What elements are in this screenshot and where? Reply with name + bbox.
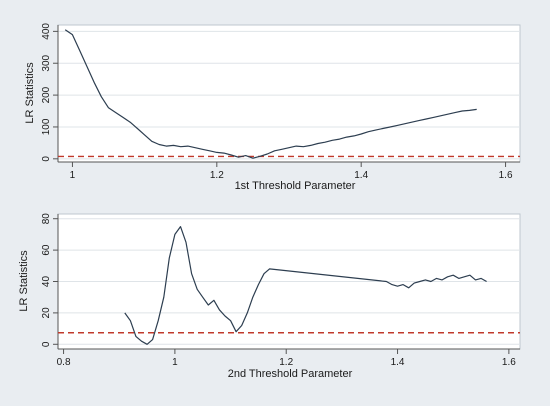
x-ticks-top: 1 1.2 1.4 1.6 xyxy=(70,162,513,181)
x-tick-label-top-0: 1 xyxy=(70,170,76,181)
x-tick-label-bottom-1: 1 xyxy=(172,357,178,368)
x-ticks-bottom: 0.8 1 1.2 1.4 1.6 xyxy=(57,349,516,368)
y-tick-label-bottom-0: 0 xyxy=(41,341,52,347)
x-tick-label-top-3: 1.6 xyxy=(499,170,513,181)
y-tick-label-bottom-4: 80 xyxy=(41,213,52,225)
y-tick-label-top-1: 100 xyxy=(41,118,52,135)
gridlines-bottom xyxy=(58,218,520,345)
x-tick-label-bottom-3: 1.4 xyxy=(391,357,405,368)
x-tick-label-bottom-0: 0.8 xyxy=(57,357,71,368)
y-axis-label-bottom: LR Statistics xyxy=(18,250,30,312)
x-axis-label-top: 1st Threshold Parameter xyxy=(235,180,356,192)
y-tick-label-top-3: 300 xyxy=(41,54,52,71)
series-line-top xyxy=(64,29,477,159)
chart-top: 1 1.2 1.4 1.6 0 100 200 300 400 1st Threshold P… xyxy=(24,23,521,192)
y-tick-label-top-0: 0 xyxy=(41,156,52,162)
x-axis-label-bottom: 2nd Threshold Parameter xyxy=(228,368,353,380)
y-tick-label-top-4: 400 xyxy=(41,23,52,40)
plot-area-top xyxy=(57,24,521,163)
x-tick-label-top-2: 1.4 xyxy=(354,170,368,181)
y-ticks-bottom: 0 20 40 60 80 xyxy=(41,213,58,347)
y-ticks-top: 0 100 200 300 400 xyxy=(41,23,58,162)
y-axis-label-top: LR Statistics xyxy=(24,62,36,124)
x-tick-label-bottom-4: 1.6 xyxy=(502,357,516,368)
chart-bottom: 0.8 1 1.2 1.4 1.6 0 20 40 60 80 2nd Threshold Pa… xyxy=(18,213,521,380)
x-tick-label-bottom-2: 1.2 xyxy=(279,357,293,368)
y-tick-label-bottom-1: 20 xyxy=(41,307,52,319)
y-tick-label-bottom-2: 40 xyxy=(41,276,52,288)
y-tick-label-bottom-3: 60 xyxy=(41,244,52,256)
x-tick-label-top-1: 1.2 xyxy=(210,170,224,181)
series-line-bottom xyxy=(124,226,487,345)
y-tick-label-top-2: 200 xyxy=(41,86,52,103)
